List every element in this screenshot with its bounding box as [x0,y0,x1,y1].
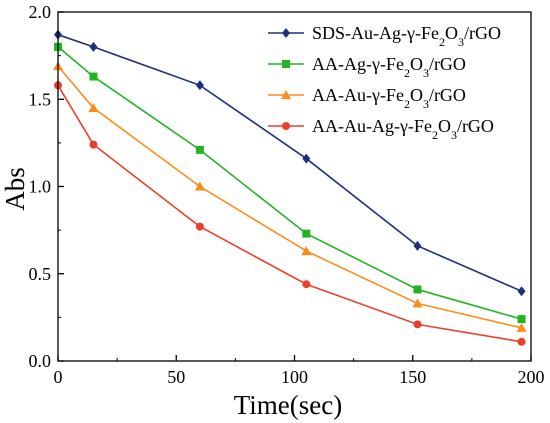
x-tick-label: 200 [518,367,545,387]
x-tick-label: 100 [281,367,308,387]
legend-marker-4 [282,122,290,130]
y-tick-label: 1.5 [29,89,52,109]
plot-area [53,29,527,346]
x-tick-label: 50 [167,367,185,387]
series-line-2 [57,46,522,320]
series-1-point [302,153,311,164]
series-4-point [413,320,422,329]
series-3-point [301,246,312,256]
x-tick-label: 150 [399,367,426,387]
y-tick-label: 0.0 [29,351,52,371]
axes: 0 50 100 150 200 0.0 0.5 1.0 1.5 2.0 [29,2,545,387]
series-4-point [89,140,98,149]
y-tick-label: 0.5 [29,264,52,284]
series-2-point [413,285,422,294]
series-1-point [517,286,526,297]
legend-label-4: AA-Au-Ag-γ-Fe2O3/rGO [312,116,494,142]
x-axis-title: Time(sec) [234,390,343,420]
series-2-point [517,315,526,324]
series-4-point [195,222,204,231]
legend-marker-3 [281,90,291,99]
legend-label-2: AA-Ag-γ-Fe2O3/rGO [312,54,466,80]
x-tick-label: 0 [54,367,63,387]
legend-label-1: SDS-Au-Ag-γ-Fe2O3/rGO [312,23,501,49]
legend-marker-2 [282,60,290,68]
series-2-point [89,72,98,81]
series-3-point [194,181,205,191]
legend-label-3: AA-Au-γ-Fe2O3/rGO [312,85,466,111]
series-3-point [516,322,527,332]
legend: SDS-Au-Ag-γ-Fe2O3/rGO AA-Ag-γ-Fe2O3/rGO AA… [268,23,501,142]
series-4-point [302,280,311,289]
series-1-point [195,80,204,91]
y-tick-label: 1.0 [29,177,52,197]
y-axis-title: Abs [0,167,30,211]
y-tick-label: 2.0 [29,2,52,22]
series-1-point [89,41,98,52]
series-3-point [412,298,423,308]
series-4-point [517,337,526,346]
series-2-point [302,229,311,238]
series-line-4 [57,84,522,343]
legend-marker-1 [282,28,290,38]
series-2-point [195,145,204,154]
series-1-point [413,240,422,251]
series-line-1 [57,33,522,292]
series-line-3 [57,65,522,329]
series-3-point [88,102,99,112]
